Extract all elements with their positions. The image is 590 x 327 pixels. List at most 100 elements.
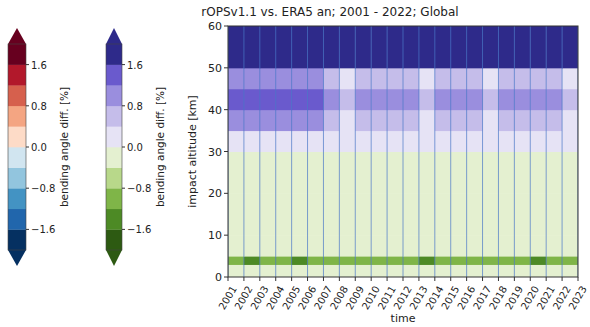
cell (308, 110, 324, 131)
y-tick-label: 40 (208, 104, 222, 117)
y-tick (224, 277, 228, 278)
cell (308, 89, 324, 110)
cell (419, 110, 435, 131)
cell (530, 110, 546, 131)
cell (339, 193, 355, 235)
grid-line (403, 26, 404, 277)
x-tick (339, 277, 340, 281)
cell (228, 256, 244, 265)
grid-line (323, 26, 324, 277)
grid-line (307, 26, 308, 277)
grid-line (546, 26, 547, 277)
cell (435, 152, 451, 194)
cell (323, 131, 339, 152)
x-tick (434, 277, 435, 281)
colorbar-frame (8, 44, 26, 250)
cell (308, 264, 324, 277)
colorbar-segment (106, 229, 122, 250)
cell (403, 131, 419, 152)
colorbar-extend-top (106, 28, 122, 44)
cell (387, 26, 403, 68)
colorbar-tick (26, 229, 29, 230)
cell (387, 235, 403, 256)
cell (419, 264, 435, 277)
cell (292, 235, 308, 256)
cell (498, 264, 514, 277)
cell (467, 235, 483, 256)
cell (260, 256, 276, 265)
cell (228, 68, 244, 89)
cell (355, 256, 371, 265)
colorbar-segment (8, 85, 26, 106)
grid-line (466, 26, 467, 277)
cell (308, 235, 324, 256)
cell (514, 89, 530, 110)
colorbar-tick (122, 64, 125, 65)
y-tick-label: 0 (215, 271, 222, 284)
grid-line (291, 26, 292, 277)
chart: rOPSv1.1 vs. ERA5 an; 2001 - 2022; Globa… (0, 0, 590, 327)
cell (387, 193, 403, 235)
cell (514, 235, 530, 256)
cell (546, 152, 562, 194)
cell (292, 110, 308, 131)
cell (530, 235, 546, 256)
cell (546, 264, 562, 277)
x-tick (259, 277, 260, 281)
cell (403, 256, 419, 265)
cell (403, 26, 419, 68)
cell (451, 193, 467, 235)
colorbar-segment (8, 126, 26, 147)
cell (546, 193, 562, 235)
cell (260, 193, 276, 235)
cell (244, 235, 260, 256)
cell (546, 131, 562, 152)
x-tick (291, 277, 292, 281)
cell (546, 26, 562, 68)
grid-line (498, 26, 499, 277)
cell (355, 26, 371, 68)
cell (387, 110, 403, 131)
cell (260, 26, 276, 68)
colorbar-segment (106, 106, 122, 127)
cell (355, 131, 371, 152)
cell (260, 152, 276, 194)
cell (530, 152, 546, 194)
grid-line (355, 26, 356, 277)
cell (276, 89, 292, 110)
x-tick (530, 277, 531, 281)
cell (403, 264, 419, 277)
cell (498, 68, 514, 89)
colorbar-segment (106, 188, 122, 209)
cell (228, 235, 244, 256)
grid-line (562, 26, 563, 277)
y-axis-title: impact altitude [km] (186, 95, 199, 208)
cell (562, 110, 578, 131)
cell (355, 110, 371, 131)
cell (371, 68, 387, 89)
x-tick (466, 277, 467, 281)
cell (419, 26, 435, 68)
colorbar-tick (122, 105, 125, 106)
cell (435, 26, 451, 68)
colorbar-extend-bottom (106, 250, 122, 266)
cell (467, 193, 483, 235)
cell (467, 152, 483, 194)
colorbar-tick-label: −0.8 (31, 183, 55, 194)
cell (403, 110, 419, 131)
cell (451, 131, 467, 152)
grid-line (275, 26, 276, 277)
cell (387, 264, 403, 277)
plot-frame (228, 26, 578, 277)
cell (467, 256, 483, 265)
cell (244, 256, 260, 265)
x-tick (562, 277, 563, 281)
colorbar-tick (26, 147, 29, 148)
cell (514, 26, 530, 68)
y-tick (224, 67, 228, 68)
x-tick (546, 277, 547, 281)
x-tick-label: 2023 (567, 284, 589, 312)
colorbar-tick (26, 188, 29, 189)
cell (228, 193, 244, 235)
cell (244, 193, 260, 235)
